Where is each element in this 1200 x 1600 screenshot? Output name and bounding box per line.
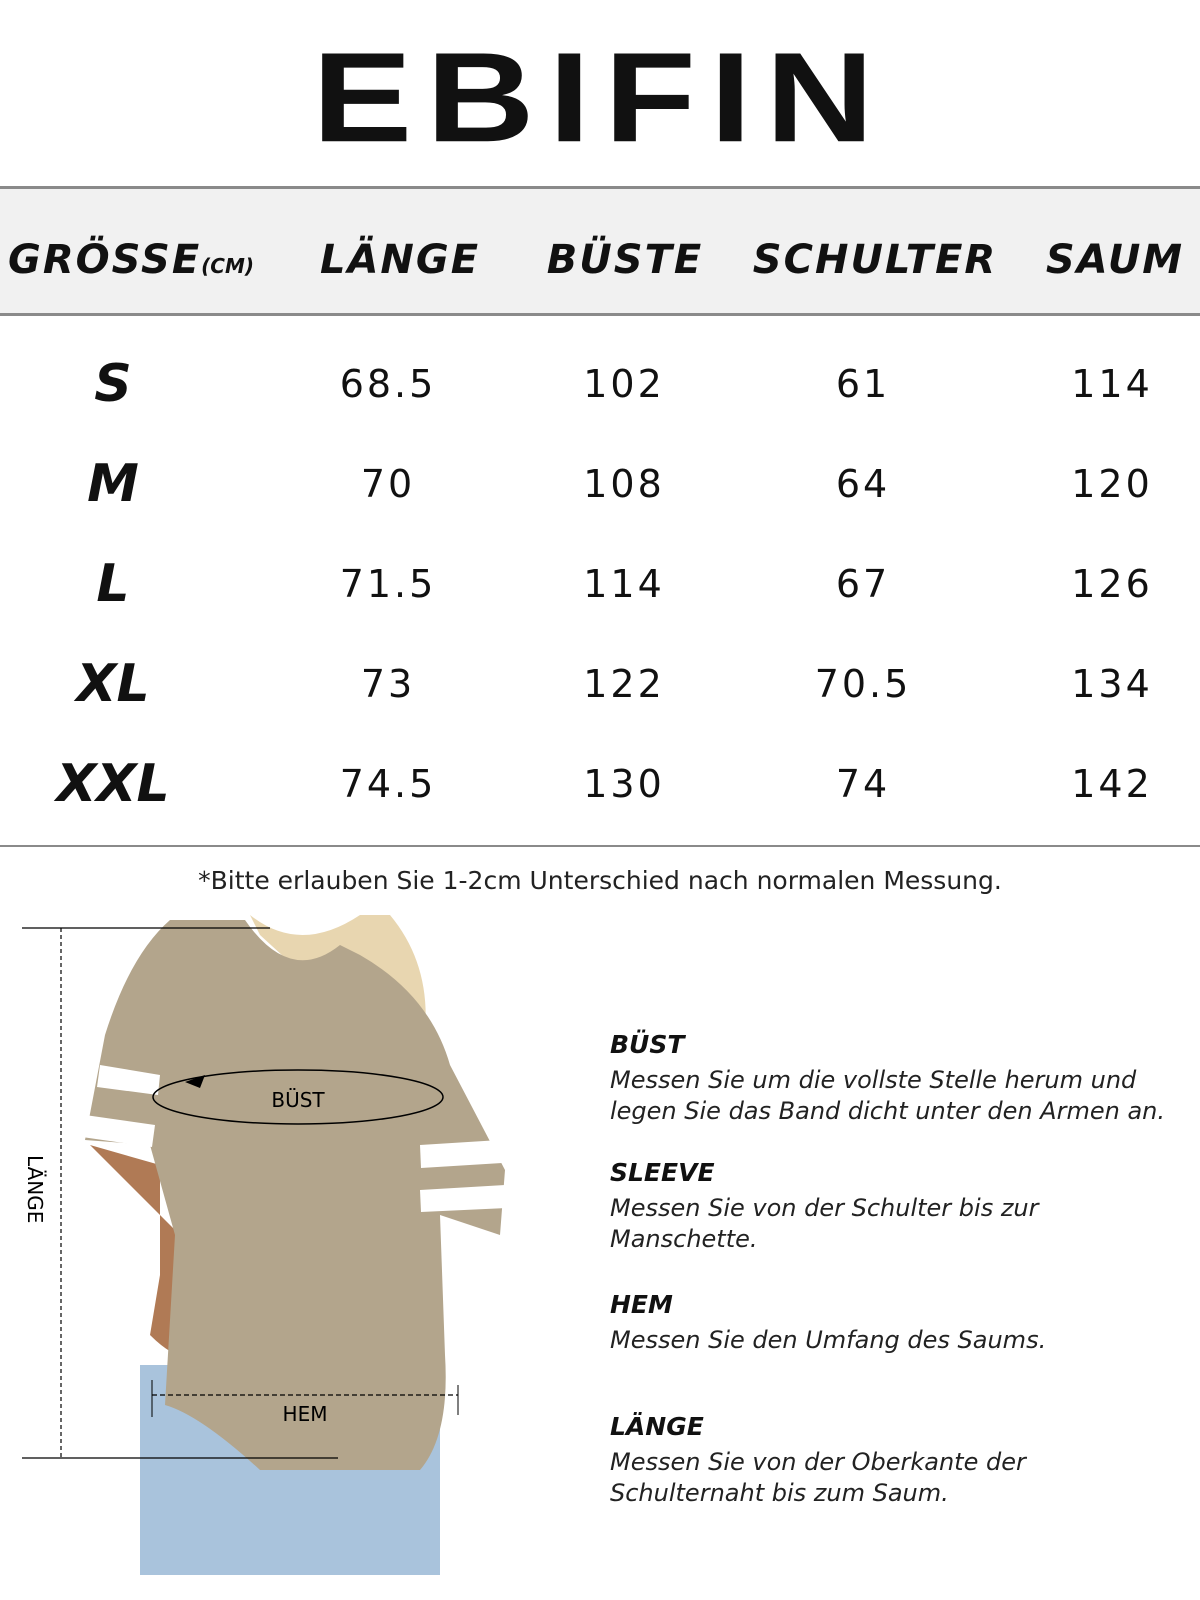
sleeve-stripe <box>82 1115 155 1147</box>
tolerance-note: *Bitte erlauben Sie 1-2cm Unterschied na… <box>198 866 1002 895</box>
cell-size: XXL <box>56 754 170 814</box>
divider <box>0 845 1200 847</box>
cell-size: L <box>96 554 130 614</box>
cell-length: 68.5 <box>339 362 437 406</box>
cell-shoulder: 70.5 <box>814 662 912 706</box>
table-row: L 71.5 114 67 126 <box>0 554 1200 622</box>
desc-title: HEM <box>610 1290 673 1319</box>
cell-size: M <box>87 454 139 514</box>
cell-size: XL <box>76 654 150 714</box>
cell-hem: 134 <box>1071 662 1153 706</box>
table-header: GRÖSSE(CM) LÄNGE BÜSTE SCHULTER SAUM <box>0 186 1200 316</box>
header-shoulder: SCHULTER <box>752 237 998 283</box>
desc-bust: BÜST Messen Sie um die vollste Stelle her… <box>610 1030 1200 1127</box>
cell-hem: 142 <box>1071 762 1153 806</box>
cell-bust: 114 <box>583 562 665 606</box>
cell-bust: 108 <box>583 462 665 506</box>
desc-sleeve: SLEEVE Messen Sie von der Schulter bis zu… <box>610 1158 1060 1255</box>
desc-title: SLEEVE <box>610 1158 715 1187</box>
header-length: LÄNGE <box>319 237 481 283</box>
cell-hem: 120 <box>1071 462 1153 506</box>
header-bust: BÜSTE <box>546 237 704 283</box>
cell-length: 71.5 <box>339 562 437 606</box>
header-size-label: GRÖSSE <box>8 237 202 283</box>
cell-hem: 126 <box>1071 562 1153 606</box>
cell-bust: 122 <box>583 662 665 706</box>
bust-label: BÜST <box>271 1088 325 1112</box>
cell-bust: 130 <box>583 762 665 806</box>
cell-hem: 114 <box>1071 362 1153 406</box>
cell-bust: 102 <box>583 362 665 406</box>
desc-hem: HEM Messen Sie den Umfang des Saums. <box>610 1290 1200 1356</box>
table-row: XL 73 122 70.5 134 <box>0 654 1200 722</box>
desc-text: Messen Sie von der Schulter bis zur Mans… <box>610 1194 1039 1253</box>
length-label: LÄNGE <box>23 1155 47 1223</box>
table-row: S 68.5 102 61 114 <box>0 354 1200 422</box>
header-unit: (CM) <box>201 254 255 278</box>
cell-size: S <box>94 354 132 414</box>
desc-text: Messen Sie den Umfang des Saums. <box>610 1326 1047 1354</box>
table-row: M 70 108 64 120 <box>0 454 1200 522</box>
cell-length: 73 <box>360 662 416 706</box>
desc-title: BÜST <box>610 1030 685 1059</box>
brand-logo: EBIFIN <box>312 25 888 169</box>
desc-text: Messen Sie um die vollste Stelle herum u… <box>610 1066 1165 1125</box>
hem-label: HEM <box>283 1402 328 1426</box>
header-hem: SAUM <box>1045 237 1185 283</box>
desc-length: LÄNGE Messen Sie von der Oberkante der Sc… <box>610 1412 1050 1509</box>
sleeve-stripe <box>420 1140 502 1168</box>
sleeve-stripe <box>97 1065 160 1095</box>
shirt <box>85 920 505 1470</box>
cell-shoulder: 74 <box>835 762 891 806</box>
cell-length: 74.5 <box>339 762 437 806</box>
cell-shoulder: 67 <box>835 562 891 606</box>
model-photo: BÜST HEM LÄNGE <box>0 915 560 1575</box>
table-row: XXL 74.5 130 74 142 <box>0 754 1200 822</box>
cell-shoulder: 64 <box>835 462 891 506</box>
cell-shoulder: 61 <box>835 362 891 406</box>
cell-length: 70 <box>360 462 416 506</box>
sleeve-stripe <box>420 1185 507 1212</box>
desc-title: LÄNGE <box>610 1412 704 1441</box>
header-size: GRÖSSE(CM) <box>8 237 258 283</box>
desc-text: Messen Sie von der Oberkante der Schulte… <box>610 1448 1026 1507</box>
